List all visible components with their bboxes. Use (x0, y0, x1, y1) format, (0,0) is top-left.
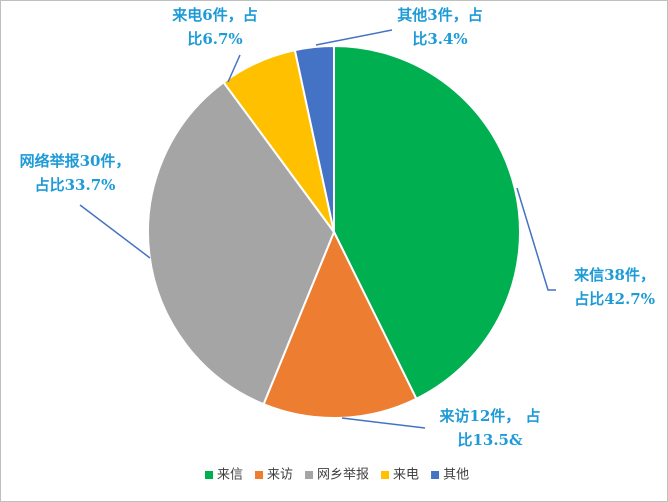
leader-line (227, 54, 241, 83)
leader-line (79, 204, 151, 259)
leader-line (341, 417, 426, 429)
data-label: 来电6件，占 (171, 6, 257, 24)
data-label: 网络举报30件， (20, 152, 131, 170)
data-label: 比13.5& (457, 431, 523, 449)
data-label: 比6.7% (187, 30, 242, 48)
legend-label: 网乡举报 (317, 468, 369, 483)
data-label: 来信38件， (573, 266, 655, 284)
legend-swatch (305, 471, 314, 479)
leader-line (315, 29, 393, 46)
legend-swatch (205, 471, 213, 479)
pie-slice (293, 44, 335, 233)
legend-label: 来电 (393, 468, 419, 483)
data-label: 其他3件，占 (397, 6, 482, 24)
legend-swatch (255, 471, 264, 479)
pie-slice (333, 44, 521, 401)
pie-slice (147, 80, 336, 406)
legend-swatch (381, 471, 390, 479)
legend-swatch (431, 471, 440, 479)
legend-label: 来信 (217, 468, 243, 483)
data-label: 占比42.7% (574, 290, 655, 308)
pie-slice (262, 229, 418, 419)
legend-label: 来访 (267, 468, 293, 483)
data-label: 比3.4% (412, 30, 467, 48)
data-label: 占比33.7% (35, 176, 116, 194)
leader-line (516, 187, 556, 291)
legend-label: 其他 (443, 468, 469, 483)
data-label: 来访12件， 占 (438, 407, 540, 425)
